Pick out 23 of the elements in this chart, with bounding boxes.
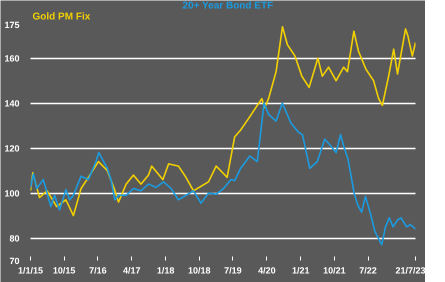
x-tick-label: 4/17: [122, 266, 140, 276]
y-tick-label: 120: [4, 144, 20, 154]
x-tick-label: 1/1/15: [18, 266, 44, 276]
text: 20+ Year Bond ETF: [182, 0, 274, 12]
line-series: [30, 102, 416, 246]
line-series: [30, 26, 416, 216]
y-tick-label: 70: [9, 256, 20, 266]
x-tick-label: 7/16: [89, 266, 107, 276]
x-tick-label: 10/21: [323, 266, 346, 276]
text: Gold PM Fix: [32, 12, 91, 22]
y-tick-label: 140: [4, 98, 20, 109]
x-tick-label: 1/21: [292, 266, 310, 276]
y-tick-label: 100: [4, 188, 20, 199]
x-tick-label: 4/20: [258, 266, 276, 276]
x-tick-label: 10/18: [188, 266, 211, 276]
y-tick-label: 160: [4, 54, 20, 64]
x-tick-label: 7/19: [224, 266, 242, 276]
x-tick-label: 1/18: [156, 266, 174, 276]
y-tick-label: 175: [4, 20, 20, 30]
x-tick-label: 21/7/23: [395, 266, 426, 276]
y-tick-label: 80: [9, 234, 20, 244]
x-tick-label: 10/15: [52, 266, 76, 276]
x-tick-label: 7/22: [359, 266, 377, 276]
